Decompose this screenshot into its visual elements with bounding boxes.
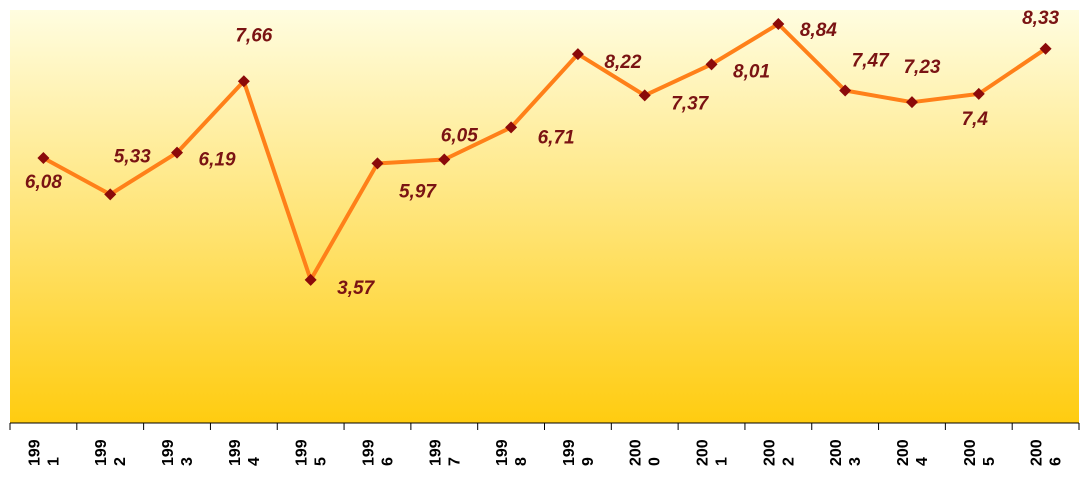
x-tick-label-line: 199 [294, 439, 311, 466]
x-tick-label-line: 199 [561, 439, 578, 466]
x-tick-label: 199 6 [360, 439, 396, 466]
x-tick-label-line: 4 [914, 457, 931, 466]
x-tick-label-line: 7 [446, 457, 463, 466]
plot-background [10, 10, 1079, 423]
x-tick-label-line: 6 [379, 457, 396, 466]
x-tick-label-line: 6 [1048, 457, 1065, 466]
x-tick-label: 200 0 [628, 439, 664, 466]
x-tick-label: 199 8 [494, 439, 530, 466]
data-label: 7,4 [962, 109, 989, 130]
x-tick-label-line: 0 [647, 457, 664, 466]
x-tick-label: 199 4 [227, 439, 263, 466]
data-labels: 6,08 5,33 6,19 7,66 3,57 5,97 6,05 6,71 8,22 7,37… [25, 8, 1060, 299]
data-label: 7,47 [852, 51, 890, 72]
data-label: 3,57 [337, 278, 375, 299]
series-line [42, 22, 1047, 282]
data-label: 5,97 [399, 181, 437, 202]
x-tick-label-line: 1 [45, 457, 62, 466]
data-marker [571, 48, 584, 61]
x-tick-label-line: 200 [962, 439, 979, 466]
data-marker [905, 96, 918, 109]
x-tick-label: 199 7 [427, 439, 463, 466]
data-marker [304, 273, 317, 286]
data-label: 6,08 [25, 172, 62, 193]
x-tick-label-line: 200 [628, 439, 645, 466]
data-label: 6,19 [199, 150, 236, 171]
data-marker [972, 87, 985, 100]
x-tick-label-line: 199 [360, 439, 377, 466]
x-tick-label: 199 1 [26, 439, 62, 466]
x-tick-label-line: 3 [179, 457, 196, 466]
x-tick-label: 199 9 [561, 439, 597, 466]
x-tick-label-line: 8 [513, 457, 530, 466]
x-tick-label-line: 199 [26, 439, 43, 466]
x-axis-ticks [9, 423, 1080, 430]
data-label: 8,33 [1022, 8, 1059, 29]
x-tick-label: 200 4 [895, 439, 931, 466]
data-markers [37, 18, 1052, 286]
data-marker [638, 89, 651, 102]
data-label: 7,23 [903, 57, 940, 78]
x-tick-label: 200 1 [695, 439, 731, 466]
x-tick-label-line: 200 [895, 439, 912, 466]
x-tick-label: 200 3 [828, 439, 864, 466]
x-tick-label: 200 2 [761, 439, 797, 466]
data-label: 7,66 [235, 25, 272, 46]
data-marker [772, 18, 785, 31]
x-tick-label-line: 200 [828, 439, 845, 466]
x-tick-label-line: 199 [494, 439, 511, 466]
x-tick-label-line: 4 [246, 457, 263, 466]
data-label: 7,37 [671, 93, 709, 114]
data-marker [37, 152, 50, 165]
data-label: 6,05 [441, 125, 478, 146]
data-marker [237, 75, 250, 88]
data-label: 8,01 [733, 61, 770, 82]
x-tick-label-line: 199 [93, 439, 110, 466]
x-tick-label-line: 5 [981, 457, 998, 466]
data-marker [505, 121, 518, 134]
x-tick-label-line: 2 [780, 457, 797, 466]
x-tick-label: 200 5 [962, 439, 998, 466]
data-marker [171, 146, 184, 159]
x-tick-label-line: 3 [847, 457, 864, 466]
x-tick-label-line: 199 [227, 439, 244, 466]
data-marker [104, 188, 117, 201]
x-tick-label-line: 199 [427, 439, 444, 466]
x-tick-label-line: 200 [761, 439, 778, 466]
data-label: 6,71 [538, 127, 575, 148]
data-marker [438, 153, 451, 166]
x-tick-label-line: 1 [714, 457, 731, 466]
x-tick-label-line: 200 [1029, 439, 1046, 466]
data-label: 8,22 [604, 52, 641, 73]
data-label: 5,33 [114, 146, 151, 167]
x-tick-label-line: 5 [313, 457, 330, 466]
x-tick-label: 199 2 [93, 439, 129, 466]
data-marker [371, 157, 384, 170]
x-tick-label-line: 2 [112, 457, 129, 466]
data-label: 8,84 [800, 20, 837, 41]
data-marker [1039, 42, 1052, 55]
x-tick-label-line: 199 [160, 439, 177, 466]
x-axis-tick-labels: 199 1 199 2 199 3 199 4 199 5 199 6 199 7 199 8 199 9 200 0… [26, 439, 1064, 466]
data-marker [705, 58, 718, 71]
data-marker [839, 84, 852, 97]
x-tick-label-line: 9 [580, 457, 597, 466]
x-tick-label: 199 3 [160, 439, 196, 466]
x-tick-label-line: 200 [695, 439, 712, 466]
x-tick-label: 200 6 [1029, 439, 1065, 466]
x-tick-label: 199 5 [294, 439, 330, 466]
